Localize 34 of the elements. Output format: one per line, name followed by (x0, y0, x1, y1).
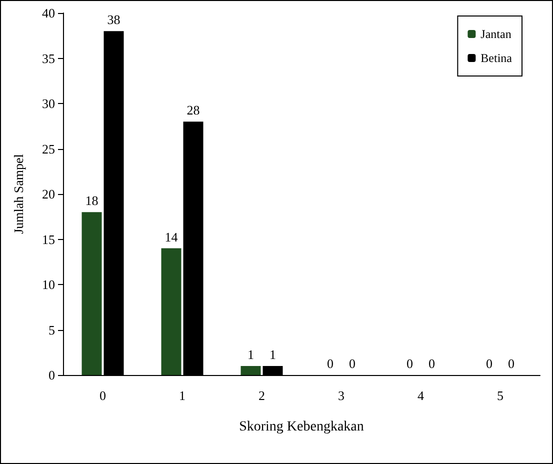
y-tick-label: 15 (42, 232, 55, 247)
bar (82, 212, 102, 375)
data-label: 18 (85, 193, 98, 208)
y-tick-label: 30 (42, 96, 55, 111)
y-axis-title: Jumlah Sampel (11, 154, 26, 234)
data-label: 0 (349, 356, 356, 371)
data-label: 0 (508, 356, 514, 371)
x-axis-title: Skoring Kebengkakan (239, 420, 364, 434)
data-label: 28 (186, 102, 200, 118)
x-tick-label: 3 (338, 388, 344, 403)
data-label: 38 (107, 12, 120, 28)
x-tick-label: 4 (418, 388, 424, 403)
x-tick-label: 2 (258, 388, 265, 403)
data-label: 0 (327, 356, 334, 371)
data-label: 0 (406, 356, 413, 371)
y-tick-label: 35 (42, 50, 55, 66)
data-label: 1 (270, 346, 276, 362)
x-tick-label: 5 (497, 388, 504, 403)
data-label: 0 (428, 356, 435, 371)
y-tick-label: 5 (48, 322, 55, 338)
x-tick-label: 0 (100, 388, 106, 403)
legend-label: Jantan (480, 27, 512, 41)
data-label: 0 (486, 356, 492, 371)
y-tick-label: 20 (42, 186, 55, 202)
data-label: 14 (164, 229, 178, 244)
legend-label: Betina (480, 51, 513, 65)
y-tick-label: 0 (48, 368, 55, 382)
y-tick-label: 40 (42, 6, 55, 20)
data-label: 1 (248, 346, 254, 362)
x-tick-label: 1 (179, 388, 186, 403)
y-tick-label: 10 (42, 277, 55, 292)
y-tick-label: 25 (42, 141, 55, 156)
bar (161, 248, 182, 375)
bar (240, 366, 261, 375)
